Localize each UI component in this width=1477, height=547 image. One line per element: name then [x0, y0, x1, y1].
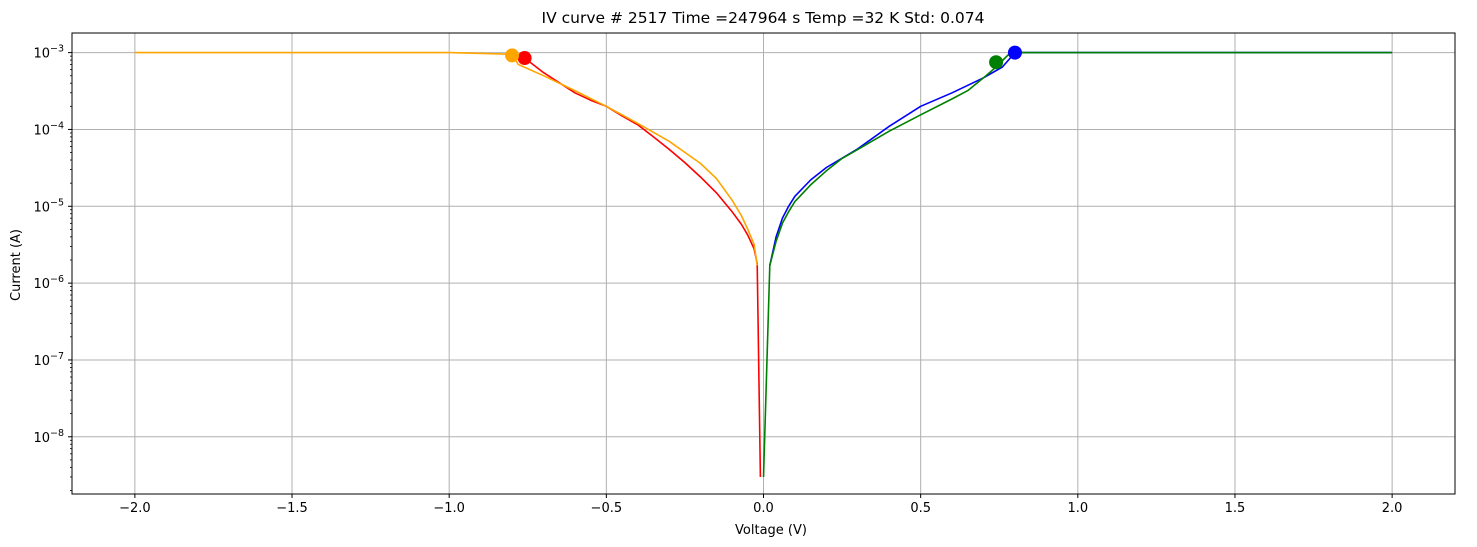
series-marker-2 [1007, 45, 1022, 60]
x-tick-label: −0.5 [591, 501, 623, 516]
tick-layer: −2.0 −1.5 −1.0 −0.5 0.0 0.5 1.0 1.5 2.0 10−8 10−7 1… [33, 44, 1402, 516]
series-marker-1 [505, 48, 520, 63]
x-tick-label: −1.5 [276, 501, 308, 516]
series-line-1 [134, 51, 758, 266]
y-tick-label: 10−6 [33, 274, 64, 292]
y-axis-label: Current (A) [9, 229, 24, 301]
marker-layer [505, 45, 1022, 70]
x-tick-label: 1.0 [1067, 501, 1088, 516]
series-line-2 [769, 51, 1393, 266]
series-marker-3 [989, 55, 1004, 70]
x-tick-label: 2.0 [1382, 501, 1403, 516]
x-tick-label: −2.0 [119, 501, 151, 516]
y-tick-label: 10−8 [33, 428, 64, 446]
series-marker-0 [517, 51, 532, 66]
x-tick-label: 0.5 [910, 501, 931, 516]
y-tick-label: 10−4 [33, 120, 64, 138]
y-tick-label: 10−3 [33, 44, 64, 62]
x-tick-label: 0.0 [753, 501, 774, 516]
series-line-0 [524, 57, 762, 478]
grid-layer [72, 33, 1455, 494]
y-tick-label: 10−7 [33, 351, 64, 369]
x-tick-label: 1.5 [1225, 501, 1246, 516]
x-axis-label: Voltage (V) [735, 523, 807, 538]
x-tick-label: −1.0 [433, 501, 465, 516]
y-tick-label: 10−5 [33, 197, 64, 215]
chart-title: IV curve # 2517 Time =247964 s Temp =32 … [542, 9, 985, 27]
